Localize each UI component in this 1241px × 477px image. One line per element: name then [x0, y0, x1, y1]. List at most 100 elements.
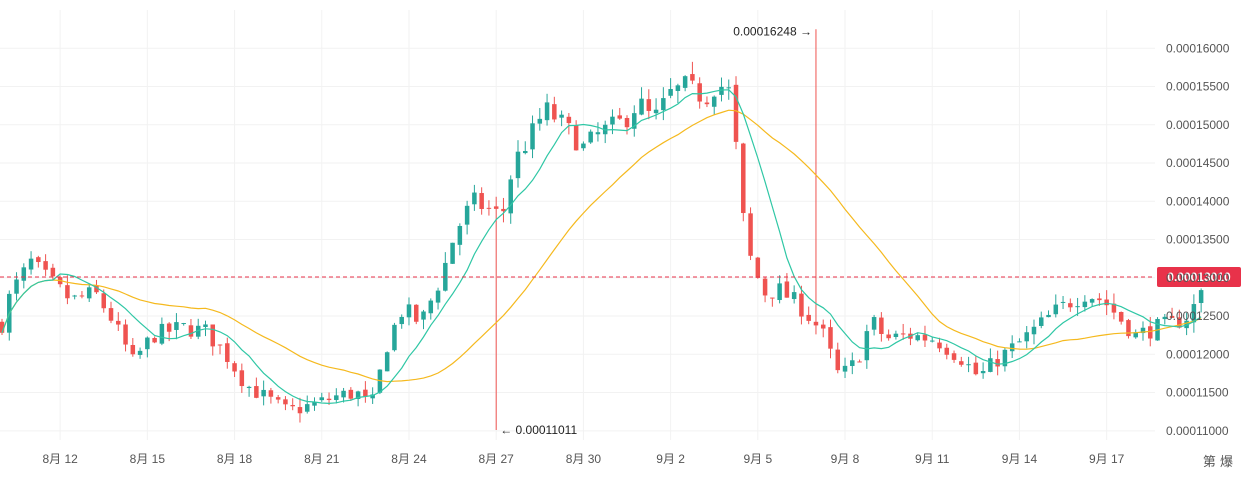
x-tick-label: 9月 8 — [831, 452, 860, 466]
candle-body — [493, 206, 499, 209]
candle-body — [145, 337, 150, 350]
candle-body — [1046, 314, 1051, 318]
candle-body — [36, 257, 41, 263]
candle-body — [951, 353, 957, 360]
candle-body — [486, 207, 492, 209]
candle-body — [261, 389, 266, 397]
candle-body — [566, 116, 572, 124]
candle-body — [116, 320, 121, 325]
candle-body — [595, 132, 601, 135]
candle-body — [1053, 304, 1059, 315]
y-axis: 0.00011000 0.00011500 0.00012000 0.00012500… — [1166, 41, 1230, 438]
candle-body — [1082, 301, 1088, 308]
candle-body — [835, 349, 841, 371]
y-tick-label: 0.00014500 — [1166, 156, 1230, 170]
candle-body — [973, 362, 979, 375]
candle-body — [319, 397, 325, 401]
candle-body — [537, 118, 543, 124]
candle-body — [450, 242, 455, 264]
candle-body — [1177, 317, 1182, 328]
candle-body — [290, 405, 295, 407]
candle-body — [341, 390, 346, 398]
candle-body — [552, 104, 557, 120]
candle-body — [1191, 304, 1197, 323]
candle-body — [646, 99, 652, 111]
chart-settings-button[interactable]: 第 爆 — [1202, 455, 1233, 470]
candle-body — [428, 300, 434, 314]
candle-body — [50, 267, 56, 277]
y-tick-label: 0.00011500 — [1166, 386, 1229, 400]
candle-body — [370, 394, 375, 399]
candle-body — [617, 115, 622, 119]
candle-body — [770, 297, 775, 299]
annotations: 0.00016248 → ← 0.00011011 — [500, 24, 812, 437]
candle-body — [28, 258, 34, 270]
candle-body — [1009, 343, 1015, 352]
candle-body — [515, 151, 521, 179]
candle-body — [1097, 298, 1102, 301]
high-annotation: 0.00016248 → — [733, 24, 812, 38]
candle-body — [588, 131, 593, 143]
x-tick-label: 8月 24 — [391, 452, 427, 466]
x-tick-label: 8月 21 — [304, 452, 340, 466]
candle-body — [704, 102, 710, 105]
y-tick-label: 0.00016000 — [1166, 41, 1230, 55]
candle-body — [435, 290, 441, 303]
candle-body — [573, 125, 579, 151]
candle-body — [225, 343, 230, 362]
candle-body — [842, 365, 848, 372]
candle-body — [879, 317, 884, 334]
candle-body — [421, 311, 426, 320]
candle-body — [1148, 326, 1153, 339]
candle-body — [661, 98, 666, 111]
candle-body — [639, 98, 644, 115]
candle-body — [195, 325, 201, 337]
candle-body — [624, 117, 630, 128]
candle-body — [1111, 303, 1117, 313]
candle-body — [733, 84, 739, 142]
candle-body — [1184, 320, 1189, 329]
candle-body — [799, 293, 804, 317]
candle-body — [900, 333, 906, 335]
candle-body — [980, 371, 986, 374]
candle-body — [0, 321, 5, 333]
candle-body — [784, 281, 790, 298]
candle-body — [1118, 312, 1124, 322]
candle-body — [464, 205, 470, 225]
candle-body — [937, 342, 942, 349]
candle-body — [406, 304, 412, 318]
candle-body — [653, 109, 659, 114]
candle-body — [355, 391, 361, 399]
current-price-label: 0.00013010 — [1167, 270, 1231, 284]
candle-body — [384, 352, 390, 372]
candle-body — [72, 295, 77, 297]
candle-body — [1198, 290, 1204, 304]
candle-body — [1169, 315, 1175, 318]
candle-body — [443, 262, 448, 291]
y-tick-label: 0.00012500 — [1166, 309, 1230, 323]
candle-body — [1126, 320, 1131, 337]
candle-body — [268, 390, 274, 397]
candle-body — [544, 102, 550, 121]
candle-body — [929, 340, 935, 342]
x-tick-label: 9月 17 — [1089, 452, 1125, 466]
candle-body — [1075, 306, 1080, 308]
candle-body — [232, 363, 237, 372]
candle-body — [166, 323, 172, 332]
candle-body — [174, 322, 179, 330]
candle-body — [755, 257, 761, 278]
candle-body — [348, 389, 354, 399]
y-tick-label: 0.00012000 — [1166, 347, 1230, 361]
candle-body — [1068, 303, 1073, 308]
candle-body — [1031, 326, 1037, 335]
candle-body — [217, 344, 223, 346]
candle-body — [995, 359, 1000, 367]
y-tick-label: 0.00013500 — [1166, 233, 1230, 247]
candle-body — [1002, 349, 1008, 367]
x-tick-label: 9月 11 — [915, 452, 950, 466]
candle-body — [508, 179, 513, 214]
candle-body — [559, 114, 564, 118]
candle-body — [581, 143, 586, 149]
